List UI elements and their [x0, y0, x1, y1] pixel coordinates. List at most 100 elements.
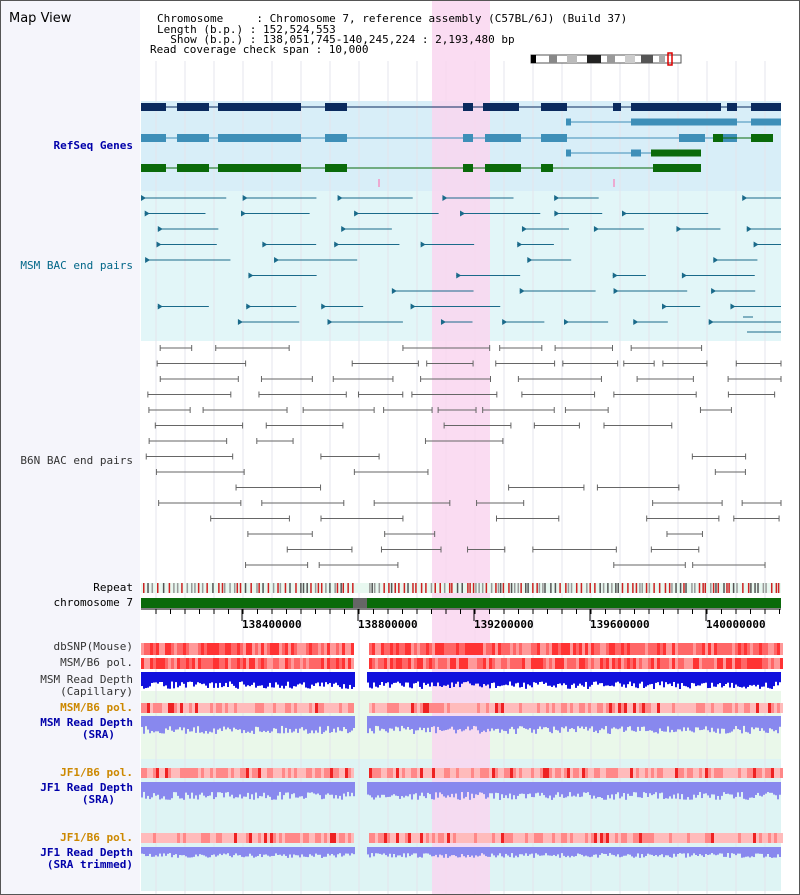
depth-bar [323, 847, 325, 857]
depth-bar [673, 672, 675, 682]
heat-cell [576, 643, 579, 655]
heat-cell [342, 703, 345, 713]
heat-cell [636, 768, 639, 778]
depth-bar [511, 847, 513, 854]
heat-cell [690, 643, 693, 655]
depth-bar [401, 672, 403, 686]
depth-bar [717, 716, 719, 729]
heat-cell [474, 643, 477, 655]
depth-bar [141, 716, 143, 727]
heat-cell [150, 768, 153, 778]
heat-cell [744, 658, 747, 669]
repeat-element [277, 583, 279, 593]
depth-bar [553, 847, 555, 855]
heat-cell [375, 703, 378, 713]
depth-bar [259, 782, 261, 797]
heat-cell [618, 643, 621, 655]
heat-cell [444, 768, 447, 778]
heat-cell [300, 833, 303, 843]
repeat-element [151, 583, 154, 593]
gene-exon [325, 164, 347, 172]
depth-bar [287, 847, 289, 858]
label-dbsnp: dbSNP(Mouse) [53, 640, 133, 653]
heat-cell [414, 703, 417, 713]
bac-end-marker [157, 303, 163, 310]
heat-cell [411, 658, 414, 669]
depth-bar [199, 847, 201, 855]
depth-bar [259, 847, 261, 855]
depth-bar [451, 847, 453, 856]
depth-bar [577, 672, 579, 686]
depth-bar [507, 847, 509, 856]
depth-bar [433, 716, 435, 727]
depth-bar [303, 847, 305, 857]
heat-cell [732, 658, 735, 669]
msm-bac-end-pairs[interactable] [141, 195, 781, 333]
chromosome-gap [353, 598, 367, 608]
b6n-bac-end-pairs[interactable] [145, 345, 782, 568]
depth-bar [539, 716, 541, 727]
depth-bar [761, 672, 763, 687]
depth-bar [303, 716, 305, 731]
depth-bar [719, 672, 721, 684]
refseq-gene-models[interactable] [141, 103, 781, 187]
heat-cell [768, 643, 771, 655]
heat-cell [156, 703, 159, 713]
depth-bar [145, 847, 147, 857]
depth-bar [579, 782, 581, 798]
repeat-element [675, 583, 677, 593]
depth-bar [687, 672, 689, 688]
gene-exon [631, 149, 641, 157]
depth-bar [217, 782, 219, 793]
heat-cell [723, 643, 726, 655]
chromosome-ideogram[interactable] [530, 52, 682, 66]
heat-cell [216, 768, 219, 778]
label-msm-depth-sra-sub: (SRA) [81, 728, 115, 741]
depth-bar [345, 847, 347, 854]
heat-cell [432, 833, 435, 843]
gene-exon [177, 164, 209, 172]
depth-bar [527, 782, 529, 795]
heat-cell [390, 768, 393, 778]
heat-cell [570, 703, 573, 713]
depth-bar [153, 782, 155, 794]
depth-bar [151, 782, 153, 798]
depth-bar [261, 847, 263, 858]
heat-cell [759, 833, 762, 843]
heat-cell [525, 703, 528, 713]
depth-bar [585, 672, 587, 682]
heat-cell [219, 658, 222, 669]
depth-bar [533, 716, 535, 730]
heat-cell [264, 703, 267, 713]
bac-end-marker [612, 272, 618, 279]
depth-bar [239, 847, 241, 856]
repeat-element [334, 583, 336, 593]
depth-bar [321, 716, 323, 734]
depth-bar [375, 716, 377, 726]
depth-bar [189, 716, 191, 732]
depth-bar [489, 672, 491, 689]
depth-bar [483, 782, 485, 795]
depth-bar [265, 782, 267, 799]
gene-exon [566, 149, 571, 157]
depth-bar [703, 672, 705, 684]
heat-cell [762, 768, 765, 778]
heat-cell [507, 768, 510, 778]
repeat-element [536, 583, 538, 593]
depth-bar [761, 782, 763, 797]
heat-cell [663, 658, 666, 669]
heat-cell [291, 643, 294, 655]
depth-bar [325, 716, 327, 731]
depth-bar [507, 672, 509, 686]
heat-cell [423, 768, 426, 778]
depth-bar [381, 716, 383, 729]
heat-cell [294, 768, 297, 778]
repeat-element [295, 583, 297, 593]
heat-cell [321, 643, 324, 655]
depth-bar [643, 672, 645, 688]
heat-cell [282, 768, 285, 778]
heat-cell [555, 643, 558, 655]
heat-cell [519, 703, 522, 713]
depth-bar [415, 716, 417, 731]
depth-bar [733, 716, 735, 730]
